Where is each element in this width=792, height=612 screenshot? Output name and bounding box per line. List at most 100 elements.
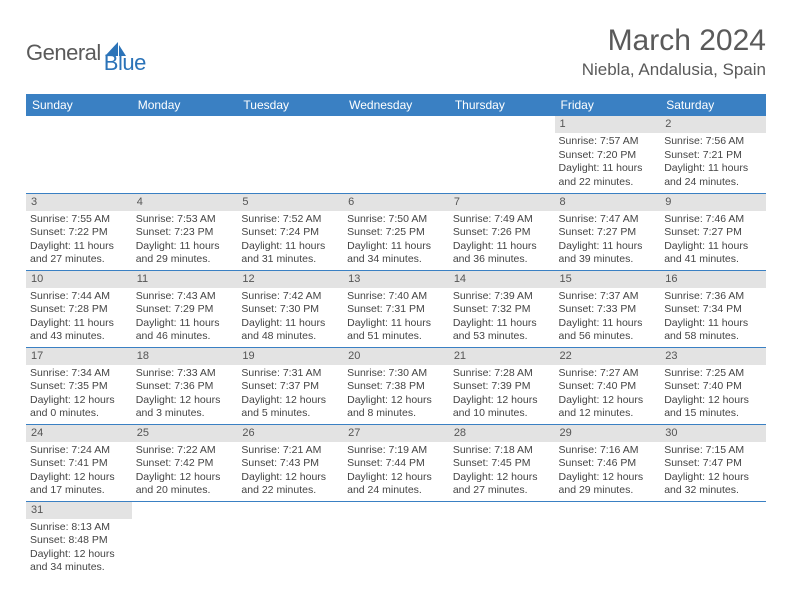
day-number: 17: [26, 348, 132, 365]
daylight-line: Daylight: 11 hours and 51 minutes.: [347, 317, 445, 344]
sunrise-line: Sunrise: 7:56 AM: [664, 135, 762, 148]
day-body: Sunrise: 7:37 AMSunset: 7:33 PMDaylight:…: [555, 288, 661, 347]
sunset-line: Sunset: 7:24 PM: [241, 226, 339, 239]
sunrise-line: Sunrise: 7:42 AM: [241, 290, 339, 303]
sunset-line: Sunset: 7:22 PM: [30, 226, 128, 239]
day-body: Sunrise: 7:15 AMSunset: 7:47 PMDaylight:…: [660, 442, 766, 501]
daylight-line: Daylight: 12 hours and 17 minutes.: [30, 471, 128, 498]
sunrise-line: Sunrise: 7:33 AM: [136, 367, 234, 380]
day-body: Sunrise: 7:18 AMSunset: 7:45 PMDaylight:…: [449, 442, 555, 501]
sunset-line: Sunset: 7:44 PM: [347, 457, 445, 470]
daylight-line: Daylight: 12 hours and 5 minutes.: [241, 394, 339, 421]
sunrise-line: Sunrise: 7:57 AM: [559, 135, 657, 148]
weekday-header: Saturday: [660, 94, 766, 116]
weekday-header: Friday: [555, 94, 661, 116]
day-number: 30: [660, 425, 766, 442]
day-body: Sunrise: 7:53 AMSunset: 7:23 PMDaylight:…: [132, 211, 238, 270]
day-number: 16: [660, 271, 766, 288]
daylight-line: Daylight: 11 hours and 34 minutes.: [347, 240, 445, 267]
calendar-cell: 12Sunrise: 7:42 AMSunset: 7:30 PMDayligh…: [237, 270, 343, 347]
calendar-cell: 13Sunrise: 7:40 AMSunset: 7:31 PMDayligh…: [343, 270, 449, 347]
sunrise-line: Sunrise: 7:28 AM: [453, 367, 551, 380]
sunrise-line: Sunrise: 7:55 AM: [30, 213, 128, 226]
sunset-line: Sunset: 7:31 PM: [347, 303, 445, 316]
day-body: Sunrise: 7:46 AMSunset: 7:27 PMDaylight:…: [660, 211, 766, 270]
day-number: 18: [132, 348, 238, 365]
sunrise-line: Sunrise: 7:47 AM: [559, 213, 657, 226]
sunset-line: Sunset: 7:46 PM: [559, 457, 657, 470]
brand-logo: General Blue: [26, 30, 146, 76]
calendar-cell-empty: [449, 116, 555, 193]
day-body: Sunrise: 7:52 AMSunset: 7:24 PMDaylight:…: [237, 211, 343, 270]
daylight-line: Daylight: 12 hours and 15 minutes.: [664, 394, 762, 421]
day-number: 4: [132, 194, 238, 211]
calendar-cell: 18Sunrise: 7:33 AMSunset: 7:36 PMDayligh…: [132, 347, 238, 424]
sunrise-line: Sunrise: 7:44 AM: [30, 290, 128, 303]
day-number: 29: [555, 425, 661, 442]
daylight-line: Daylight: 11 hours and 58 minutes.: [664, 317, 762, 344]
daylight-line: Daylight: 11 hours and 53 minutes.: [453, 317, 551, 344]
daylight-line: Daylight: 11 hours and 41 minutes.: [664, 240, 762, 267]
day-body: Sunrise: 7:47 AMSunset: 7:27 PMDaylight:…: [555, 211, 661, 270]
sunrise-line: Sunrise: 7:24 AM: [30, 444, 128, 457]
sunrise-line: Sunrise: 7:50 AM: [347, 213, 445, 226]
calendar-cell: 19Sunrise: 7:31 AMSunset: 7:37 PMDayligh…: [237, 347, 343, 424]
day-number: 19: [237, 348, 343, 365]
day-body: Sunrise: 7:44 AMSunset: 7:28 PMDaylight:…: [26, 288, 132, 347]
sunrise-line: Sunrise: 7:36 AM: [664, 290, 762, 303]
calendar-cell: 4Sunrise: 7:53 AMSunset: 7:23 PMDaylight…: [132, 193, 238, 270]
sunset-line: Sunset: 7:25 PM: [347, 226, 445, 239]
brand-part1: General: [26, 40, 101, 66]
calendar-row: 10Sunrise: 7:44 AMSunset: 7:28 PMDayligh…: [26, 270, 766, 347]
day-number: 8: [555, 194, 661, 211]
calendar-cell: 31Sunrise: 8:13 AMSunset: 8:48 PMDayligh…: [26, 501, 132, 578]
day-number: 21: [449, 348, 555, 365]
daylight-line: Daylight: 12 hours and 10 minutes.: [453, 394, 551, 421]
calendar-row: 24Sunrise: 7:24 AMSunset: 7:41 PMDayligh…: [26, 424, 766, 501]
day-body: Sunrise: 7:49 AMSunset: 7:26 PMDaylight:…: [449, 211, 555, 270]
sunset-line: Sunset: 7:33 PM: [559, 303, 657, 316]
calendar-cell: 11Sunrise: 7:43 AMSunset: 7:29 PMDayligh…: [132, 270, 238, 347]
sunset-line: Sunset: 7:45 PM: [453, 457, 551, 470]
day-body: Sunrise: 7:30 AMSunset: 7:38 PMDaylight:…: [343, 365, 449, 424]
sunrise-line: Sunrise: 7:53 AM: [136, 213, 234, 226]
daylight-line: Daylight: 11 hours and 46 minutes.: [136, 317, 234, 344]
sunset-line: Sunset: 7:28 PM: [30, 303, 128, 316]
location: Niebla, Andalusia, Spain: [582, 60, 766, 80]
sunrise-line: Sunrise: 7:52 AM: [241, 213, 339, 226]
day-number: 26: [237, 425, 343, 442]
sunset-line: Sunset: 7:42 PM: [136, 457, 234, 470]
sunrise-line: Sunrise: 7:31 AM: [241, 367, 339, 380]
day-number: 31: [26, 502, 132, 519]
calendar-cell: 28Sunrise: 7:18 AMSunset: 7:45 PMDayligh…: [449, 424, 555, 501]
day-number: 6: [343, 194, 449, 211]
sunset-line: Sunset: 7:23 PM: [136, 226, 234, 239]
daylight-line: Daylight: 12 hours and 20 minutes.: [136, 471, 234, 498]
day-number: 14: [449, 271, 555, 288]
calendar-cell: 15Sunrise: 7:37 AMSunset: 7:33 PMDayligh…: [555, 270, 661, 347]
sunset-line: Sunset: 7:32 PM: [453, 303, 551, 316]
page-title: March 2024: [582, 24, 766, 58]
sunset-line: Sunset: 7:34 PM: [664, 303, 762, 316]
daylight-line: Daylight: 11 hours and 22 minutes.: [559, 162, 657, 189]
sunset-line: Sunset: 7:41 PM: [30, 457, 128, 470]
day-body: Sunrise: 7:31 AMSunset: 7:37 PMDaylight:…: [237, 365, 343, 424]
daylight-line: Daylight: 11 hours and 39 minutes.: [559, 240, 657, 267]
calendar-cell-empty: [132, 116, 238, 193]
calendar-cell-empty: [26, 116, 132, 193]
day-number: 24: [26, 425, 132, 442]
day-body: Sunrise: 7:21 AMSunset: 7:43 PMDaylight:…: [237, 442, 343, 501]
sunset-line: Sunset: 7:38 PM: [347, 380, 445, 393]
day-body: Sunrise: 7:25 AMSunset: 7:40 PMDaylight:…: [660, 365, 766, 424]
day-number: 3: [26, 194, 132, 211]
sunrise-line: Sunrise: 7:18 AM: [453, 444, 551, 457]
daylight-line: Daylight: 11 hours and 31 minutes.: [241, 240, 339, 267]
calendar-cell-empty: [237, 116, 343, 193]
calendar-cell: 3Sunrise: 7:55 AMSunset: 7:22 PMDaylight…: [26, 193, 132, 270]
brand-part2: Blue: [104, 50, 146, 76]
day-body: Sunrise: 7:56 AMSunset: 7:21 PMDaylight:…: [660, 133, 766, 192]
calendar-row: 3 Sunrise: 7:55 AMSunset: 7:22 PM Daylight…: [26, 193, 766, 270]
sunrise-line: Sunrise: 7:21 AM: [241, 444, 339, 457]
calendar-cell: 14Sunrise: 7:39 AMSunset: 7:32 PMDayligh…: [449, 270, 555, 347]
daylight-line: Daylight: 11 hours and 36 minutes.: [453, 240, 551, 267]
